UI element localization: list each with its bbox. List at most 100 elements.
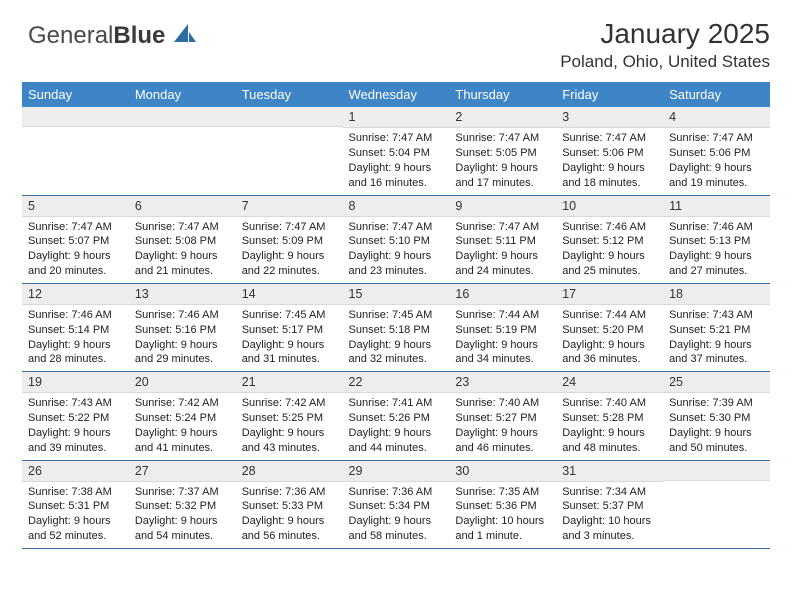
day-line: Sunset: 5:18 PM [349, 323, 444, 338]
day-line: Sunset: 5:14 PM [28, 323, 123, 338]
calendar-cell: 15Sunrise: 7:45 AMSunset: 5:18 PMDayligh… [343, 283, 450, 371]
day-number [22, 107, 129, 127]
day-line: Daylight: 9 hours [135, 426, 230, 441]
day-line: Sunrise: 7:40 AM [455, 396, 550, 411]
day-line: Sunrise: 7:42 AM [135, 396, 230, 411]
calendar-cell: 16Sunrise: 7:44 AMSunset: 5:19 PMDayligh… [449, 283, 556, 371]
weekday-header: Friday [556, 82, 663, 107]
day-number [236, 107, 343, 127]
day-line: and 52 minutes. [28, 529, 123, 544]
day-line: Sunset: 5:36 PM [455, 499, 550, 514]
day-line: Daylight: 9 hours [135, 249, 230, 264]
day-line: Sunset: 5:10 PM [349, 234, 444, 249]
day-line: and 29 minutes. [135, 352, 230, 367]
calendar-cell [129, 107, 236, 195]
day-line: Sunrise: 7:41 AM [349, 396, 444, 411]
calendar-cell: 5Sunrise: 7:47 AMSunset: 5:07 PMDaylight… [22, 195, 129, 283]
day-content: Sunrise: 7:45 AMSunset: 5:18 PMDaylight:… [343, 305, 450, 371]
day-line: Daylight: 9 hours [242, 338, 337, 353]
day-content: Sunrise: 7:47 AMSunset: 5:08 PMDaylight:… [129, 217, 236, 283]
day-line: Sunrise: 7:47 AM [455, 131, 550, 146]
day-line: and 56 minutes. [242, 529, 337, 544]
calendar-cell: 1Sunrise: 7:47 AMSunset: 5:04 PMDaylight… [343, 107, 450, 195]
day-line: Sunset: 5:08 PM [135, 234, 230, 249]
day-number: 20 [129, 372, 236, 393]
day-line: and 36 minutes. [562, 352, 657, 367]
day-line: and 31 minutes. [242, 352, 337, 367]
day-line: Sunrise: 7:43 AM [28, 396, 123, 411]
weekday-header: Tuesday [236, 82, 343, 107]
calendar-cell: 2 Sunrise: 7:47 AMSunset: 5:05 PMDaylight… [449, 107, 556, 195]
day-line: Daylight: 9 hours [669, 161, 764, 176]
day-content: Sunrise: 7:42 AMSunset: 5:24 PMDaylight:… [129, 393, 236, 459]
day-line: and 1 minute. [455, 529, 550, 544]
day-number: 12 [22, 284, 129, 305]
day-line: Sunset: 5:12 PM [562, 234, 657, 249]
calendar-cell: 13Sunrise: 7:46 AMSunset: 5:16 PMDayligh… [129, 283, 236, 371]
day-content: Sunrise: 7:39 AMSunset: 5:30 PMDaylight:… [663, 393, 770, 459]
calendar-cell: 17Sunrise: 7:44 AMSunset: 5:20 PMDayligh… [556, 283, 663, 371]
day-content: Sunrise: 7:43 AMSunset: 5:21 PMDaylight:… [663, 305, 770, 371]
day-number: 15 [343, 284, 450, 305]
day-line: Sunrise: 7:44 AM [455, 308, 550, 323]
day-line: and 19 minutes. [669, 176, 764, 191]
day-content: Sunrise: 7:46 AMSunset: 5:14 PMDaylight:… [22, 305, 129, 371]
day-line: Sunset: 5:19 PM [455, 323, 550, 338]
logo-text1: General [28, 22, 113, 49]
day-line: Sunset: 5:31 PM [28, 499, 123, 514]
day-number: 25 [663, 372, 770, 393]
day-number: 23 [449, 372, 556, 393]
day-line: Sunset: 5:34 PM [349, 499, 444, 514]
day-content [22, 127, 129, 134]
day-content: Sunrise: 7:47 AMSunset: 5:06 PMDaylight:… [663, 128, 770, 194]
day-number: 13 [129, 284, 236, 305]
day-number: 31 [556, 461, 663, 482]
calendar-cell: 23Sunrise: 7:40 AMSunset: 5:27 PMDayligh… [449, 372, 556, 460]
day-number: 4 [663, 107, 770, 128]
day-line: Daylight: 9 hours [455, 161, 550, 176]
day-number: 28 [236, 461, 343, 482]
day-line: Sunset: 5:33 PM [242, 499, 337, 514]
day-line: Sunrise: 7:47 AM [349, 220, 444, 235]
day-content: Sunrise: 7:43 AMSunset: 5:22 PMDaylight:… [22, 393, 129, 459]
day-line: and 22 minutes. [242, 264, 337, 279]
day-line: Daylight: 9 hours [562, 249, 657, 264]
day-line: Sunrise: 7:36 AM [242, 485, 337, 500]
day-line: Sunrise: 7:47 AM [455, 220, 550, 235]
day-line: and 3 minutes. [562, 529, 657, 544]
day-content: Sunrise: 7:34 AMSunset: 5:37 PMDaylight:… [556, 482, 663, 548]
day-line: and 18 minutes. [562, 176, 657, 191]
day-line: Sunrise: 7:44 AM [562, 308, 657, 323]
day-line: Sunset: 5:32 PM [135, 499, 230, 514]
day-line: Sunset: 5:05 PM [455, 146, 550, 161]
calendar-cell [236, 107, 343, 195]
calendar-cell: 19Sunrise: 7:43 AMSunset: 5:22 PMDayligh… [22, 372, 129, 460]
day-line: Sunrise: 7:46 AM [28, 308, 123, 323]
day-number: 26 [22, 461, 129, 482]
calendar-cell: 29Sunrise: 7:36 AMSunset: 5:34 PMDayligh… [343, 460, 450, 548]
day-line: and 21 minutes. [135, 264, 230, 279]
day-line: Sunset: 5:17 PM [242, 323, 337, 338]
day-content [663, 481, 770, 488]
calendar-cell: 7Sunrise: 7:47 AMSunset: 5:09 PMDaylight… [236, 195, 343, 283]
weekday-header: Thursday [449, 82, 556, 107]
day-line: Sunrise: 7:46 AM [562, 220, 657, 235]
day-line: and 50 minutes. [669, 441, 764, 456]
day-line: Daylight: 9 hours [349, 514, 444, 529]
day-line: Sunset: 5:25 PM [242, 411, 337, 426]
calendar-cell: 25Sunrise: 7:39 AMSunset: 5:30 PMDayligh… [663, 372, 770, 460]
day-line: and 48 minutes. [562, 441, 657, 456]
calendar-cell: 10Sunrise: 7:46 AMSunset: 5:12 PMDayligh… [556, 195, 663, 283]
day-line: Sunset: 5:37 PM [562, 499, 657, 514]
day-number: 2 [449, 107, 556, 128]
calendar-cell: 28 Sunrise: 7:36 AMSunset: 5:33 PMDayligh… [236, 460, 343, 548]
day-content: Sunrise: 7:47 AMSunset: 5:09 PMDaylight:… [236, 217, 343, 283]
day-content: Sunrise: 7:36 AMSunset: 5:34 PMDaylight:… [343, 482, 450, 548]
day-line: Sunset: 5:27 PM [455, 411, 550, 426]
day-line: Sunset: 5:04 PM [349, 146, 444, 161]
day-line: Sunrise: 7:35 AM [455, 485, 550, 500]
day-line: Sunset: 5:26 PM [349, 411, 444, 426]
day-line: Sunset: 5:24 PM [135, 411, 230, 426]
day-line: Sunrise: 7:47 AM [28, 220, 123, 235]
day-line: Daylight: 9 hours [242, 514, 337, 529]
